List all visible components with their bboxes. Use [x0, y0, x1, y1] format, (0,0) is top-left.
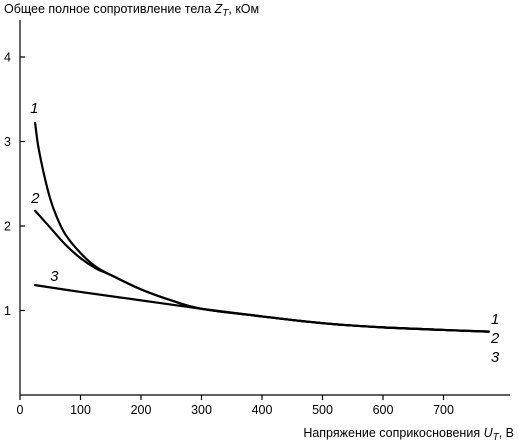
x-tick-label: 0: [17, 403, 24, 417]
series-label-end-2: 2: [490, 330, 500, 347]
x-tick-label: 300: [191, 403, 212, 417]
x-tick-label: 400: [252, 403, 273, 417]
x-tick-label: 700: [433, 403, 454, 417]
y-tick-group: 1 2 3 4: [4, 51, 25, 318]
y-axis-title: Общее полное сопротивление тела ZT, кОм: [4, 2, 259, 19]
series-label-end-1: 1: [491, 311, 499, 328]
y-axis-title-symbol: Z: [214, 2, 223, 16]
x-tick-label: 200: [131, 403, 152, 417]
x-tick-label: 500: [312, 403, 333, 417]
x-tick-label: 100: [70, 403, 91, 417]
series-label-end-3: 3: [491, 349, 500, 366]
x-axis-title-suffix: , В: [499, 426, 514, 440]
x-axis-title-prefix: Напряжение соприкосновения: [303, 426, 483, 440]
y-tick-label: 4: [4, 51, 11, 65]
series-line-2: [34, 209, 490, 333]
series-line-1: [34, 121, 490, 333]
series-line-3: [34, 284, 490, 333]
y-tick-label: 3: [4, 135, 11, 149]
y-axis-title-suffix: , кОм: [228, 2, 259, 16]
x-tick-group: 0 100 200 300 400 500 600 700: [17, 395, 454, 417]
x-tick-label: 600: [373, 403, 394, 417]
y-axis-title-subscript: T: [222, 8, 229, 19]
series-label-start-2: 2: [30, 190, 40, 207]
x-axis-title: Напряжение соприкосновения UT, В: [303, 426, 514, 443]
series-group: [34, 121, 490, 333]
y-tick-label: 2: [4, 220, 11, 234]
x-axis-title-symbol: U: [484, 426, 494, 440]
series-label-start-3: 3: [50, 268, 59, 285]
x-axis-title-subscript: T: [493, 432, 500, 443]
series-label-group: 1 1 2 2 3 3: [30, 100, 500, 366]
series-label-start-1: 1: [30, 100, 38, 117]
y-axis-title-prefix: Общее полное сопротивление тела: [4, 2, 215, 16]
y-tick-label: 1: [4, 304, 11, 318]
